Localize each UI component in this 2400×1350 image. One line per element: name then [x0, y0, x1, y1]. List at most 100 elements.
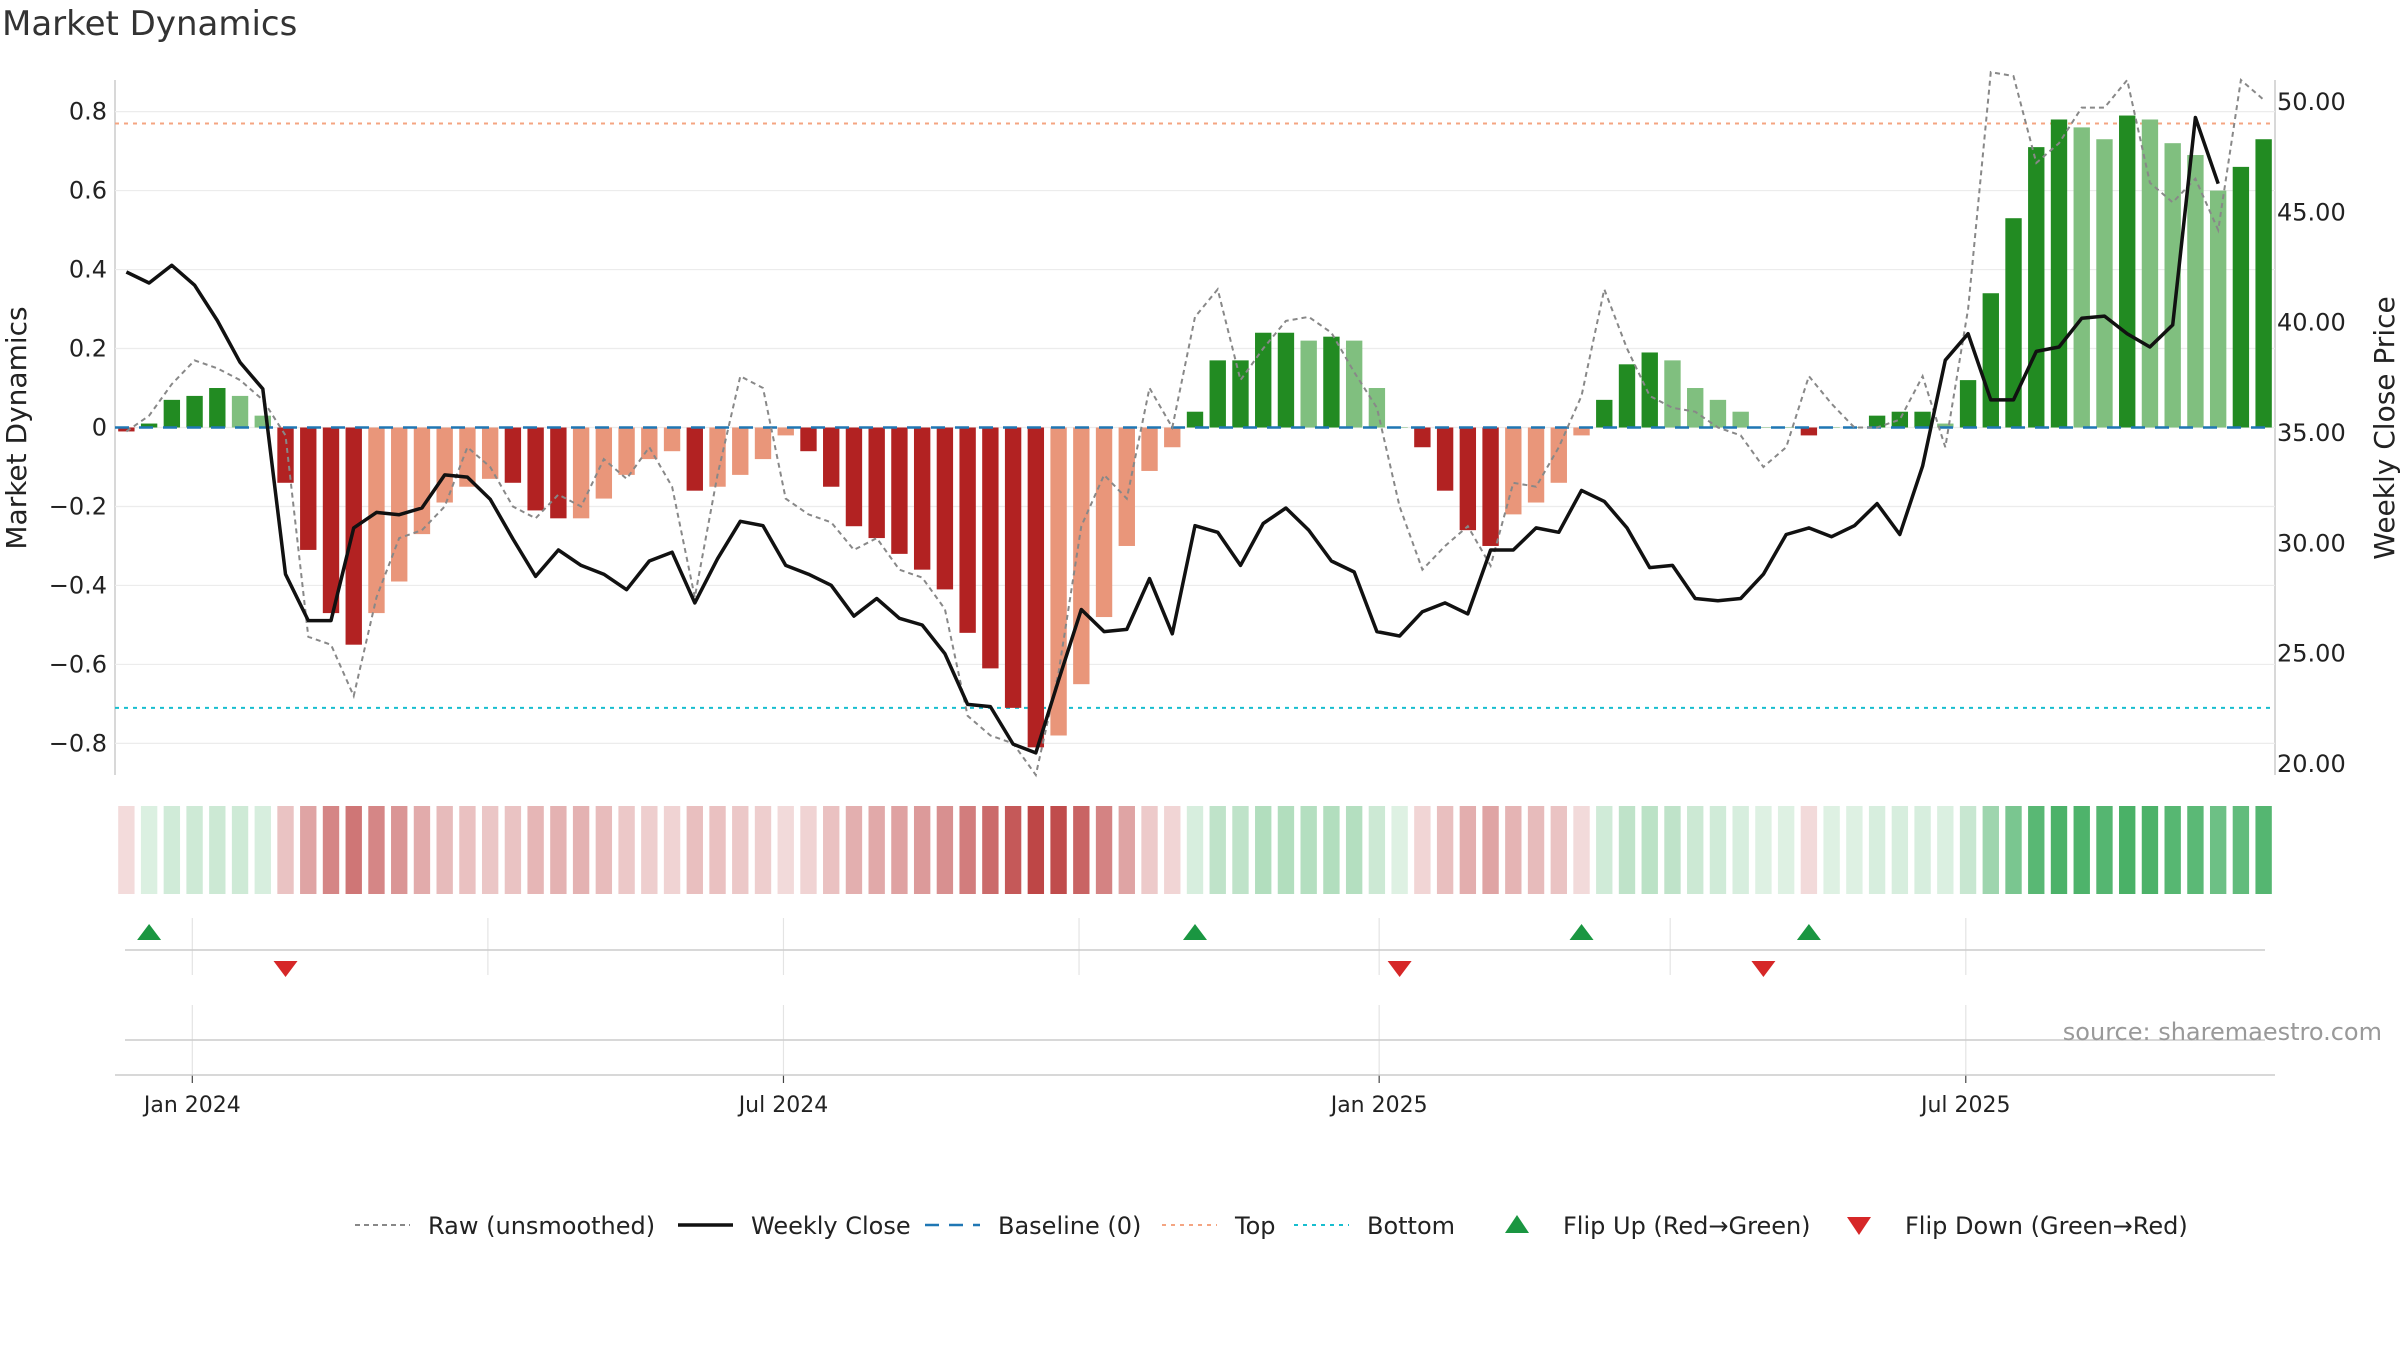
- dynamics-bar: [1255, 332, 1272, 428]
- dynamics-bar: [2255, 139, 2272, 428]
- heat-strip-cell: [2005, 806, 2022, 894]
- dynamics-bar: [663, 427, 681, 452]
- dynamics-bar: [1345, 340, 1363, 428]
- y-tick-label: 0.2: [69, 335, 107, 363]
- dynamics-bar: [1164, 427, 1181, 448]
- heat-strip-cell: [1868, 806, 1886, 894]
- dynamics-bar: [1868, 415, 1886, 428]
- y-tick-label: 0.8: [69, 98, 107, 126]
- dynamics-bar: [1891, 411, 1909, 428]
- legend-label: Weekly Close: [751, 1212, 911, 1240]
- dynamics-bar: [1277, 332, 1295, 428]
- heat-strip-cell: [1391, 806, 1408, 894]
- heat-strip-cell: [959, 806, 976, 894]
- dynamics-bar: [1777, 427, 1795, 428]
- legend-label: Raw (unsmoothed): [428, 1212, 655, 1240]
- dynamics-bar: [550, 427, 567, 519]
- heat-strip-cell: [595, 806, 613, 894]
- dynamics-bar: [504, 427, 522, 483]
- heat-strip-cell: [754, 806, 772, 894]
- heat-strip-cell: [1823, 806, 1840, 894]
- dynamics-bar: [322, 427, 340, 614]
- chart-title: Market Dynamics: [2, 4, 298, 44]
- heat-strip-cell: [209, 806, 226, 894]
- heat-strip-cell: [572, 806, 590, 894]
- dynamics-bar: [1050, 427, 1067, 736]
- heat-strip-cell: [1641, 806, 1658, 894]
- heat-strip-cell: [2232, 806, 2250, 894]
- dynamics-bar: [254, 415, 271, 428]
- heat-strip-cell: [2209, 806, 2227, 894]
- dynamics-bar: [686, 427, 703, 491]
- y2-tick-label: 40.00: [2277, 309, 2346, 337]
- y-tick-label: −0.4: [49, 571, 107, 599]
- heat-strip-cell: [1914, 806, 1931, 894]
- heat-strip-cell: [1505, 806, 1522, 894]
- heat-strip-cell: [1959, 806, 1977, 894]
- flip-down-marker: [273, 961, 298, 977]
- dynamics-bar: [1641, 352, 1658, 428]
- heat-strip-cell: [1527, 806, 1545, 894]
- y2-axis-label: Weekly Close Price: [2368, 296, 2400, 559]
- y-tick-label: 0.6: [69, 177, 107, 205]
- heat-strip-cell: [1050, 806, 1067, 894]
- heat-strip-cell: [436, 806, 453, 894]
- heat-strip-cell: [1937, 806, 1954, 894]
- dynamics-bar: [1004, 427, 1022, 708]
- dynamics-bar: [1368, 388, 1386, 428]
- heat-strip-cell: [709, 806, 726, 894]
- heat-strip-cell: [913, 806, 931, 894]
- dynamics-bar: [959, 427, 976, 633]
- dynamics-bar: [413, 427, 431, 535]
- flip-up-marker: [1796, 924, 1821, 940]
- heat-strip-cell: [868, 806, 885, 894]
- dynamics-bar: [1414, 427, 1431, 448]
- dynamics-bar: [163, 399, 181, 428]
- legend-label: Baseline (0): [998, 1212, 1141, 1240]
- heat-strip-cell: [1709, 806, 1727, 894]
- y-tick-label: 0: [92, 414, 107, 442]
- dynamics-bar: [277, 427, 294, 483]
- dynamics-bar: [1232, 360, 1249, 428]
- dynamics-bar: [2119, 115, 2136, 428]
- y-axis-label: Market Dynamics: [0, 306, 33, 549]
- dynamics-bar: [936, 427, 954, 590]
- heat-strip-cell: [1209, 806, 1226, 894]
- heat-strip-cell: [1073, 806, 1090, 894]
- legend-label: Flip Up (Red→Green): [1563, 1212, 1811, 1240]
- heat-strip-cell: [1368, 806, 1386, 894]
- dynamics-bar: [1141, 427, 1158, 471]
- y-tick-label: −0.6: [49, 650, 107, 678]
- x-tick-label: Jan 2024: [142, 1093, 241, 1118]
- heat-strip-cell: [641, 806, 658, 894]
- flip-down-marker: [1751, 961, 1776, 977]
- heat-strip-cell: [1891, 806, 1909, 894]
- dynamics-bar: [300, 427, 317, 550]
- heat-strip-cell: [982, 806, 999, 894]
- heat-strip-cell: [800, 806, 817, 894]
- dynamics-bar: [391, 427, 408, 582]
- heat-strip-cell: [1186, 806, 1204, 894]
- y2-tick-label: 35.00: [2277, 419, 2346, 447]
- heat-strip-cell: [1141, 806, 1158, 894]
- x-tick-label: Jan 2025: [1329, 1093, 1428, 1118]
- dynamics-bar: [1982, 293, 1999, 428]
- heat-strip-cell: [1027, 806, 1045, 894]
- dynamics-bar: [1323, 336, 1340, 428]
- dynamics-bar: [1709, 399, 1727, 428]
- dynamics-bar: [368, 427, 385, 614]
- dynamics-bar: [1664, 360, 1681, 428]
- heat-strip-cell: [368, 806, 385, 894]
- heat-strip-cell: [163, 806, 181, 894]
- dynamics-bar: [345, 427, 362, 645]
- dynamics-bar: [1914, 411, 1931, 428]
- dynamics-bar: [2141, 119, 2159, 428]
- heat-strip-cell: [277, 806, 294, 894]
- dynamics-bar: [823, 427, 840, 487]
- dynamics-bar: [1959, 380, 1977, 428]
- dynamics-bar: [1755, 427, 1772, 428]
- heat-strip-cell: [1982, 806, 1999, 894]
- dynamics-bar: [1073, 427, 1090, 685]
- dynamics-bar: [982, 427, 999, 669]
- dynamics-bar: [2187, 155, 2204, 428]
